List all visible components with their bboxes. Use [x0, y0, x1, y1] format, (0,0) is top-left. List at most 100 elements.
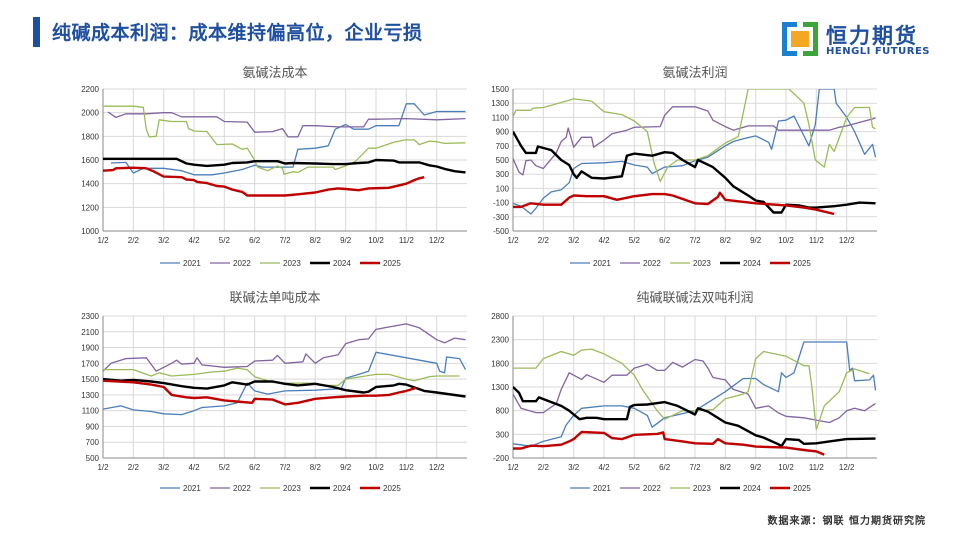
- series-line-2021: [110, 103, 466, 176]
- legend-item-2024: 2024: [310, 484, 351, 493]
- y-tick-label: 100: [496, 184, 510, 193]
- series-line-2024: [513, 131, 876, 214]
- y-tick-label: 1800: [491, 359, 509, 368]
- x-tick-label: 3/2: [568, 236, 580, 245]
- x-tick-label: 7/2: [279, 463, 291, 472]
- legend-label: 2021: [183, 484, 201, 493]
- legend-label: 2022: [643, 259, 661, 268]
- data-source-note: 数据来源：钢联 恒力期货研究院: [767, 516, 926, 527]
- y-tick-label: 2000: [81, 109, 99, 118]
- y-tick-label: 2300: [81, 312, 99, 321]
- x-tick-label: 10/2: [778, 236, 794, 245]
- legend-label: 2022: [233, 484, 251, 493]
- y-tick-label: 1100: [492, 113, 510, 122]
- legend-label: 2025: [793, 484, 811, 493]
- y-tick-label: 1500: [81, 375, 99, 384]
- x-tick-label: 10/2: [778, 463, 794, 472]
- legend-item-2025: 2025: [360, 259, 401, 268]
- x-tick-label: 6/2: [659, 463, 671, 472]
- x-tick-label: 9/2: [340, 463, 352, 472]
- chart-combined-soda-cost: 联碱法单吨成本 500 700 900 1100 1300 1500 1700 1900 210…: [60, 285, 490, 510]
- legend-label: 2023: [693, 484, 711, 493]
- y-tick-label: 2200: [81, 85, 99, 94]
- y-tick-label: 1000: [81, 227, 99, 236]
- series-line-2023: [513, 89, 876, 182]
- legend-item-2021: 2021: [160, 259, 201, 268]
- x-tick-label: 9/2: [340, 236, 352, 245]
- series-line-2024: [103, 377, 466, 398]
- legend-label: 2021: [593, 484, 611, 493]
- y-tick-label: 700: [86, 438, 100, 447]
- x-tick-label: 11/2: [399, 463, 415, 472]
- chart-svg: -500 -300 -100 100 300 500 700 900 1100 1300 1500 1…: [491, 85, 877, 268]
- x-tick-label: 1/2: [97, 236, 109, 245]
- x-tick-label: 8/2: [720, 463, 732, 472]
- y-tick-label: 1900: [81, 344, 99, 353]
- legend-item-2024: 2024: [720, 484, 761, 493]
- title-accent-bar: [33, 17, 40, 47]
- legend-item-2023: 2023: [670, 259, 711, 268]
- series-line-2024: [103, 157, 466, 174]
- x-tick-label: 12/2: [429, 236, 445, 245]
- x-tick-label: 3/2: [568, 463, 580, 472]
- y-tick-label: 800: [496, 407, 510, 416]
- y-tick-label: 2300: [491, 336, 509, 345]
- y-tick-label: 300: [496, 170, 510, 179]
- series-line-2021: [513, 89, 877, 215]
- x-tick-label: 7/2: [689, 463, 701, 472]
- chart-title: 氨碱法利润: [662, 66, 728, 81]
- series-line-2023: [513, 348, 870, 431]
- y-tick-label: 900: [86, 422, 100, 431]
- x-tick-label: 4/2: [598, 463, 610, 472]
- x-tick-label: 10/2: [368, 236, 384, 245]
- legend-item-2022: 2022: [620, 259, 661, 268]
- legend-label: 2025: [383, 259, 401, 268]
- series-line-2025: [513, 430, 825, 456]
- legend-label: 2023: [283, 259, 301, 268]
- y-tick-label: 1800: [81, 132, 99, 141]
- y-tick-label: 1200: [81, 203, 99, 212]
- x-tick-label: 2/2: [538, 236, 550, 245]
- x-tick-label: 8/2: [310, 236, 322, 245]
- legend-item-2023: 2023: [260, 484, 301, 493]
- y-tick-label: 900: [496, 128, 510, 137]
- page-title: 纯碱成本利润：成本维持偏高位，企业亏损: [52, 22, 423, 44]
- y-tick-label: 500: [86, 454, 100, 463]
- legend-item-2022: 2022: [210, 259, 251, 268]
- x-tick-label: 6/2: [249, 463, 261, 472]
- x-tick-label: 1/2: [507, 236, 519, 245]
- chart-title: 联碱法单吨成本: [229, 291, 321, 306]
- x-tick-label: 11/2: [399, 236, 415, 245]
- legend-label: 2022: [233, 259, 251, 268]
- x-tick-label: 5/2: [219, 236, 231, 245]
- y-tick-label: 700: [496, 142, 510, 151]
- x-tick-label: 5/2: [219, 463, 231, 472]
- legend-label: 2023: [693, 259, 711, 268]
- series-line-2021: [513, 341, 877, 447]
- chart-svg: 1000 1200 1400 1600 1800 2000 2200 1/2 2/2 3/2 4/2…: [81, 85, 467, 268]
- x-tick-label: 8/2: [720, 236, 732, 245]
- x-tick-label: 7/2: [279, 236, 291, 245]
- y-tick-label: -500: [493, 227, 510, 236]
- chart-combined-soda-profit: 纯碱联碱法双吨利润 -200 300 800 1300 1800 2300 2800 1/2 2…: [480, 285, 910, 510]
- y-tick-label: 1300: [491, 99, 509, 108]
- legend-label: 2024: [743, 259, 761, 268]
- legend-label: 2023: [283, 484, 301, 493]
- legend-label: 2021: [183, 259, 201, 268]
- chart-svg: -200 300 800 1300 1800 2300 2800 1/2 2/2 3/2 4/2 5/…: [491, 312, 877, 493]
- series-line-2025: [103, 379, 417, 406]
- legend-item-2023: 2023: [670, 484, 711, 493]
- x-tick-label: 4/2: [598, 236, 610, 245]
- y-tick-label: -300: [493, 213, 510, 222]
- legend-item-2022: 2022: [210, 484, 251, 493]
- legend-label: 2021: [593, 259, 611, 268]
- x-tick-label: 11/2: [809, 236, 825, 245]
- y-tick-label: 1100: [82, 407, 100, 416]
- series-line-2022: [103, 323, 466, 372]
- logo-text-en: HENGLI FUTURES: [826, 46, 930, 57]
- x-tick-label: 1/2: [97, 463, 109, 472]
- x-tick-label: 1/2: [507, 463, 519, 472]
- legend-label: 2025: [793, 259, 811, 268]
- y-tick-label: 1400: [81, 180, 99, 189]
- legend-label: 2024: [333, 259, 351, 268]
